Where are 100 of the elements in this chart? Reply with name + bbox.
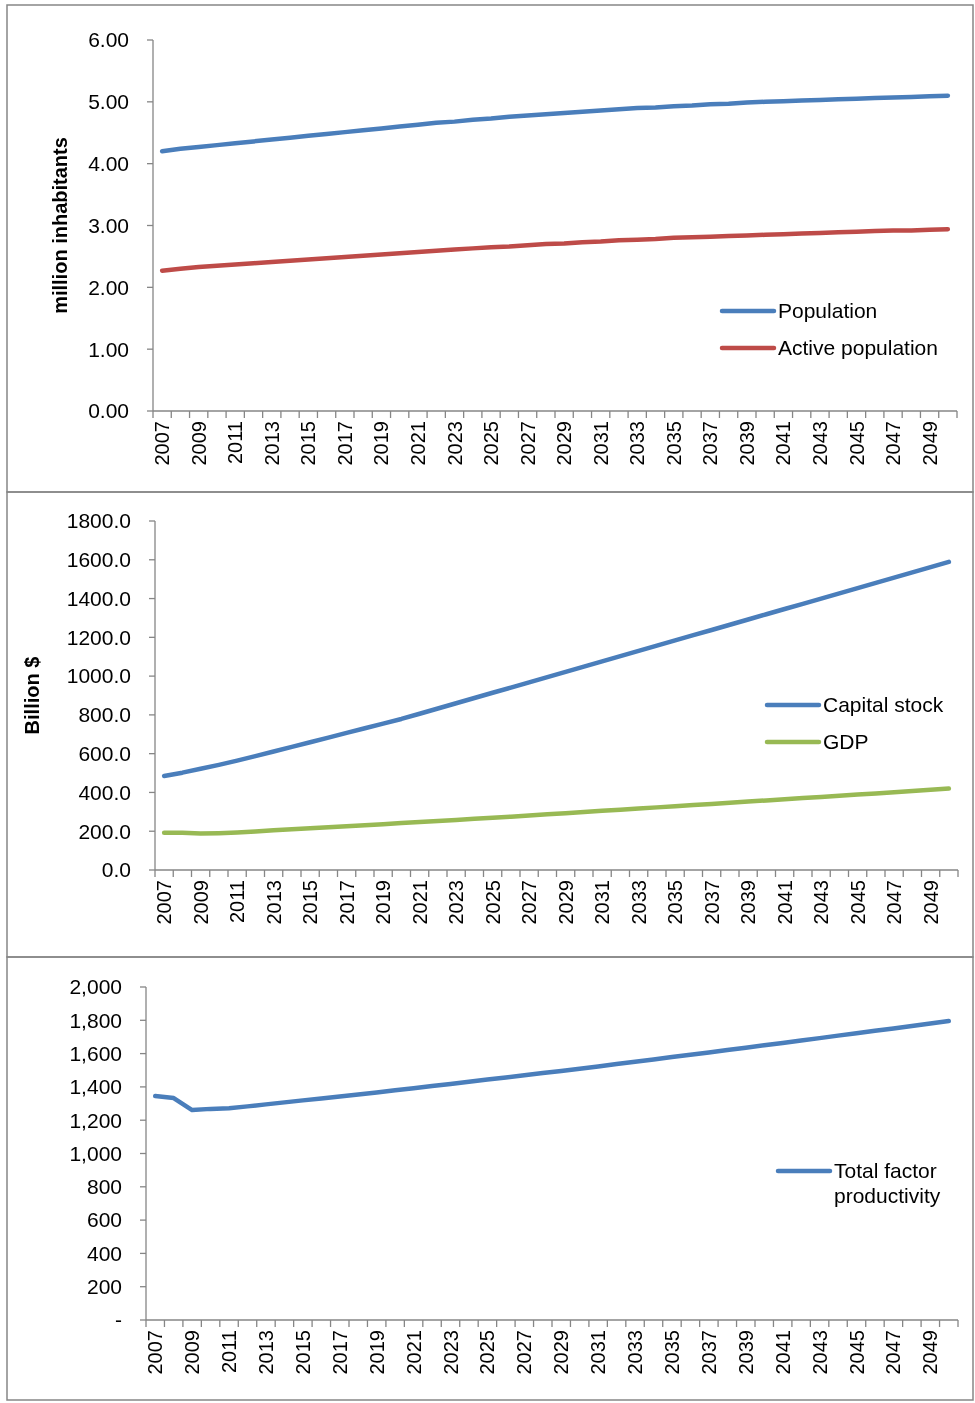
x-tick-label: 2013 bbox=[262, 880, 285, 925]
y-tick-label: 5.00 bbox=[88, 90, 129, 114]
y-tick-label: 6.00 bbox=[88, 28, 129, 52]
x-tick-label: 2031 bbox=[587, 1330, 610, 1375]
y-tick-label: 200.0 bbox=[78, 819, 131, 843]
y-tick-label: 1.00 bbox=[88, 337, 129, 361]
x-tick-label: 2007 bbox=[144, 1330, 167, 1375]
y-tick-label: 800 bbox=[86, 1175, 122, 1199]
y-tick-label: 3.00 bbox=[88, 213, 129, 237]
x-tick-label: 2047 bbox=[882, 421, 905, 466]
x-tick-label: 2015 bbox=[299, 880, 322, 925]
x-tick-label: 2011 bbox=[224, 421, 247, 465]
x-tick-label: 2021 bbox=[406, 421, 429, 466]
x-tick-label: 2037 bbox=[700, 880, 723, 925]
x-tick-label: 2033 bbox=[627, 880, 650, 925]
x-tick-label: 2019 bbox=[372, 880, 395, 925]
x-tick-label: 2023 bbox=[443, 421, 466, 466]
y-tick-label: 0.00 bbox=[88, 399, 129, 423]
x-tick-label: 2009 bbox=[181, 1330, 204, 1375]
x-tick-label: 2037 bbox=[699, 421, 722, 466]
x-tick-label: 2025 bbox=[476, 1330, 499, 1375]
legend-label: Capital stock bbox=[823, 693, 944, 717]
x-tick-label: 2035 bbox=[662, 421, 685, 466]
x-tick-label: 2009 bbox=[189, 880, 212, 925]
x-tick-label: 2013 bbox=[254, 1330, 277, 1375]
x-tick-label: 2029 bbox=[550, 1330, 573, 1375]
y-tick-label: 1800.0 bbox=[66, 509, 131, 533]
line-series bbox=[159, 93, 951, 154]
legend-label: Total factor productivity bbox=[834, 1159, 941, 1208]
x-tick-label: 2017 bbox=[328, 1330, 351, 1375]
x-tick-label: 2041 bbox=[773, 880, 796, 925]
y-tick-label: 200 bbox=[86, 1275, 122, 1299]
x-tick-label: 2037 bbox=[697, 1330, 720, 1375]
line-series bbox=[161, 786, 952, 836]
y-tick-label: 1600.0 bbox=[66, 548, 131, 572]
y-tick-label: 1000.0 bbox=[66, 664, 131, 688]
x-tick-label: 2015 bbox=[297, 421, 320, 466]
x-tick-label: 2023 bbox=[439, 1330, 462, 1375]
x-tick-label: 2033 bbox=[626, 421, 649, 466]
legend-label: GDP bbox=[823, 730, 869, 754]
x-tick-label: 2019 bbox=[370, 421, 393, 466]
x-tick-label: 2041 bbox=[772, 421, 795, 466]
x-tick-label: 2013 bbox=[260, 421, 283, 466]
x-tick-label: 2039 bbox=[737, 880, 760, 925]
y-tick-label: 0.0 bbox=[101, 858, 131, 882]
x-tick-label: 2011 bbox=[226, 880, 249, 924]
y-axis-title: million inhabitants bbox=[49, 137, 71, 314]
x-tick-label: 2029 bbox=[554, 880, 577, 925]
x-tick-label: 2025 bbox=[480, 421, 503, 466]
y-axis-title: Billion $ bbox=[21, 656, 43, 735]
x-tick-label: 2025 bbox=[481, 880, 504, 925]
x-tick-label: 2039 bbox=[734, 1330, 757, 1375]
x-tick-label: 2049 bbox=[918, 421, 941, 466]
x-tick-label: 2007 bbox=[153, 880, 176, 925]
y-tick-label: 1,400 bbox=[69, 1075, 122, 1099]
x-tick-label: 2021 bbox=[402, 1330, 425, 1375]
x-tick-label: 2017 bbox=[333, 421, 356, 466]
x-tick-label: 2027 bbox=[518, 880, 541, 925]
x-tick-label: 2029 bbox=[553, 421, 576, 466]
y-tick-label: 4.00 bbox=[88, 152, 129, 176]
legend-label: Population bbox=[778, 299, 878, 323]
x-tick-label: 2007 bbox=[151, 421, 174, 466]
y-tick-label: 1,800 bbox=[69, 1008, 122, 1032]
x-tick-label: 2031 bbox=[591, 880, 614, 925]
y-tick-label: 400.0 bbox=[78, 780, 131, 804]
x-tick-label: 2019 bbox=[365, 1330, 388, 1375]
legend-label: Active population bbox=[778, 336, 938, 360]
y-tick-label: 2.00 bbox=[88, 275, 129, 299]
x-tick-label: 2045 bbox=[845, 421, 868, 466]
x-tick-label: 2021 bbox=[408, 880, 431, 925]
x-tick-label: 2033 bbox=[624, 1330, 647, 1375]
x-tick-label: 2045 bbox=[846, 880, 869, 925]
line-series bbox=[161, 559, 952, 779]
x-tick-label: 2041 bbox=[771, 1330, 794, 1375]
x-tick-label: 2027 bbox=[516, 421, 539, 466]
y-tick-label: 600.0 bbox=[78, 742, 131, 766]
x-tick-label: 2035 bbox=[660, 1330, 683, 1375]
y-tick-label: 1400.0 bbox=[66, 586, 131, 610]
x-tick-label: 2035 bbox=[664, 880, 687, 925]
x-tick-label: 2043 bbox=[808, 1330, 831, 1375]
y-tick-label: 1,600 bbox=[69, 1041, 122, 1065]
x-tick-label: 2031 bbox=[589, 421, 612, 466]
line-series bbox=[159, 226, 951, 273]
x-tick-label: 2023 bbox=[445, 880, 468, 925]
x-tick-label: 2009 bbox=[187, 421, 210, 466]
y-tick-label: 2,000 bbox=[69, 975, 122, 999]
x-tick-label: 2027 bbox=[513, 1330, 536, 1375]
y-tick-label: 800.0 bbox=[78, 703, 131, 727]
x-tick-label: 2043 bbox=[810, 880, 833, 925]
y-tick-label: 600 bbox=[86, 1208, 122, 1232]
x-tick-label: 2047 bbox=[882, 1330, 905, 1375]
x-tick-label: 2017 bbox=[335, 880, 358, 925]
x-tick-label: 2049 bbox=[919, 880, 942, 925]
y-tick-label: 400 bbox=[86, 1241, 122, 1265]
x-tick-label: 2043 bbox=[808, 421, 831, 466]
x-tick-label: 2047 bbox=[883, 880, 906, 925]
y-tick-label: 1,200 bbox=[69, 1108, 122, 1132]
x-tick-label: 2045 bbox=[845, 1330, 868, 1375]
line-series bbox=[152, 1018, 952, 1113]
y-tick-label: 1200.0 bbox=[66, 625, 131, 649]
